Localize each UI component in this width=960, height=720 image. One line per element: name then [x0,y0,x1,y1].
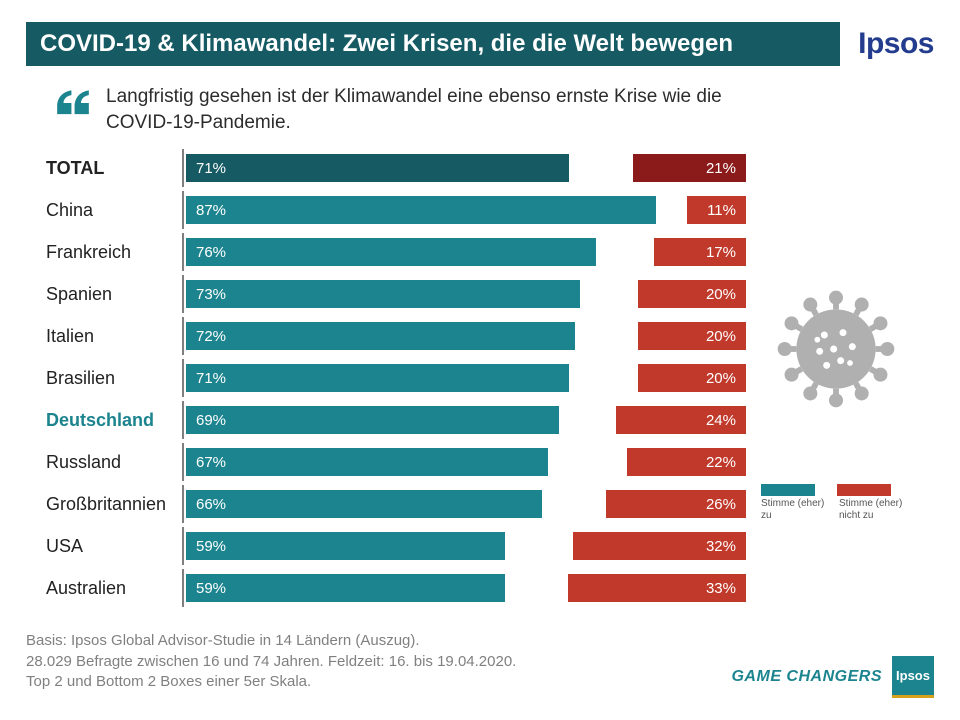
bar-group: 67% 22% [184,448,746,476]
row-label: Australien [26,578,182,599]
chart-row: TOTAL71% 21% [26,149,746,187]
row-label: Deutschland [26,410,182,431]
bar-disagree: 20% [638,364,746,392]
quote-icon [54,84,92,127]
bar-agree: 73% [186,280,580,308]
bar-disagree: 22% [627,448,746,476]
chart-row: Frankreich76% 17% [26,233,746,271]
bar-disagree: 11% [687,196,746,224]
bar-agree: 76% [186,238,596,266]
chart-legend: Stimme (eher) zu Stimme (eher) nicht zu [761,484,911,522]
bar-agree: 67% [186,448,548,476]
bar-disagree: 32% [573,532,746,560]
game-changers-label: GAME CHANGERS [731,668,882,686]
legend-label-agree: Stimme (eher) zu [761,498,829,522]
bar-disagree: 26% [606,490,746,518]
row-label: Frankreich [26,242,182,263]
source-line: Basis: Ipsos Global Advisor-Studie in 14… [26,631,934,651]
bar-agree: 72% [186,322,575,350]
bar-group: 66% 26% [184,490,746,518]
chart-row: Spanien73% 20% [26,275,746,313]
chart-row: China87% 11% [26,191,746,229]
bar-disagree: 20% [638,322,746,350]
chart-row: USA59% 32% [26,527,746,565]
bar-agree: 69% [186,406,559,434]
chart-row: Russland67% 22% [26,443,746,481]
bar-group: 87% 11% [184,196,746,224]
brand-badge: Ipsos [892,656,934,698]
virus-icon [766,279,906,424]
bar-disagree: 33% [568,574,746,602]
brand-logo-top: Ipsos [858,27,934,61]
bar-group: 71% 21% [184,154,746,182]
bar-group: 72% 20% [184,322,746,350]
quote-text: Langfristig gesehen ist der Klimawandel … [106,84,726,135]
row-label: Brasilien [26,368,182,389]
bar-agree: 87% [186,196,656,224]
bar-disagree: 21% [633,154,746,182]
row-label: Italien [26,326,182,347]
bar-group: 69% 24% [184,406,746,434]
bar-group: 59% 32% [184,532,746,560]
row-label: USA [26,536,182,557]
legend-swatch-agree [761,484,815,496]
bar-agree: 71% [186,154,569,182]
row-label: Spanien [26,284,182,305]
chart-row: Brasilien71% 20% [26,359,746,397]
chart-row: Australien59% 33% [26,569,746,607]
row-label: TOTAL [26,158,182,179]
chart-row: Großbritannien66% 26% [26,485,746,523]
bar-group: 73% 20% [184,280,746,308]
page-title: COVID-19 & Klimawandel: Zwei Krisen, die… [26,22,840,66]
bar-disagree: 17% [654,238,746,266]
row-label: Großbritannien [26,494,182,515]
bar-agree: 66% [186,490,542,518]
header: COVID-19 & Klimawandel: Zwei Krisen, die… [26,22,934,66]
footer: Basis: Ipsos Global Advisor-Studie in 14… [26,631,934,692]
bar-group: 76% 17% [184,238,746,266]
chart-row: Deutschland69% 24% [26,401,746,439]
chart-row: Italien72% 20% [26,317,746,355]
bar-agree: 71% [186,364,569,392]
bar-group: 71% 20% [184,364,746,392]
bar-disagree: 20% [638,280,746,308]
row-label: China [26,200,182,221]
bar-agree: 59% [186,574,505,602]
bar-chart: TOTAL71%21%China87%11%Frankreich76%17%Sp… [26,149,746,611]
quote-block: Langfristig gesehen ist der Klimawandel … [54,84,934,135]
legend-swatch-disagree [837,484,891,496]
bar-disagree: 24% [616,406,746,434]
row-label: Russland [26,452,182,473]
bar-agree: 59% [186,532,505,560]
bar-group: 59% 33% [184,574,746,602]
legend-label-disagree: Stimme (eher) nicht zu [839,498,907,522]
